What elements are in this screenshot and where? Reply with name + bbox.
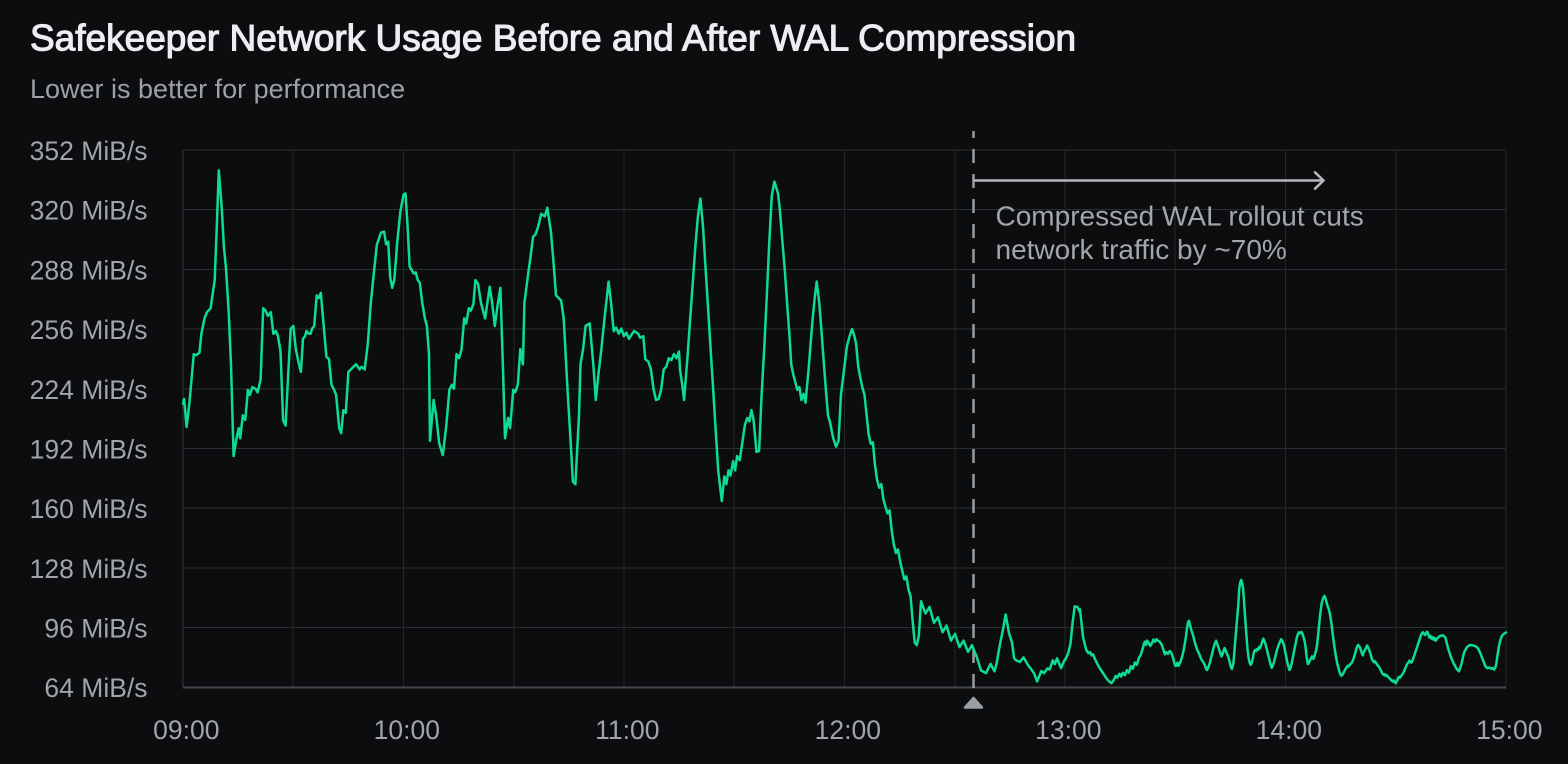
svg-text:12:00: 12:00: [815, 715, 881, 745]
svg-text:192 MiB/s: 192 MiB/s: [30, 434, 148, 464]
svg-text:Compressed WAL rollout cuts: Compressed WAL rollout cuts: [996, 201, 1364, 232]
svg-text:09:00: 09:00: [153, 715, 219, 745]
svg-text:Lower is better for performanc: Lower is better for performance: [30, 74, 405, 104]
svg-text:96 MiB/s: 96 MiB/s: [44, 614, 147, 644]
svg-text:256 MiB/s: 256 MiB/s: [30, 315, 148, 345]
svg-text:288 MiB/s: 288 MiB/s: [30, 255, 148, 285]
svg-text:13:00: 13:00: [1035, 715, 1101, 745]
svg-text:224 MiB/s: 224 MiB/s: [30, 375, 148, 405]
svg-text:14:00: 14:00: [1256, 715, 1322, 745]
svg-text:320 MiB/s: 320 MiB/s: [30, 196, 148, 226]
svg-text:10:00: 10:00: [374, 715, 440, 745]
svg-text:64 MiB/s: 64 MiB/s: [44, 673, 147, 703]
svg-text:11:00: 11:00: [595, 715, 659, 745]
svg-text:128 MiB/s: 128 MiB/s: [30, 554, 148, 584]
svg-text:160 MiB/s: 160 MiB/s: [30, 494, 148, 524]
svg-text:network traffic by ~70%: network traffic by ~70%: [996, 234, 1287, 265]
svg-text:352 MiB/s: 352 MiB/s: [30, 136, 148, 166]
svg-text:15:00: 15:00: [1476, 715, 1542, 745]
svg-text:Safekeeper Network Usage Befor: Safekeeper Network Usage Before and Afte…: [30, 18, 1076, 59]
